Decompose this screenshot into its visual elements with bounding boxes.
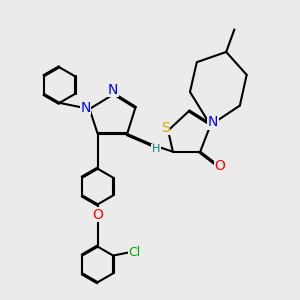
Text: N: N: [208, 115, 218, 129]
Text: N: N: [80, 100, 91, 115]
Text: H: H: [152, 144, 160, 154]
Text: Cl: Cl: [128, 246, 141, 259]
Text: N: N: [108, 82, 118, 97]
Text: O: O: [92, 208, 103, 222]
Text: S: S: [161, 121, 170, 135]
Text: O: O: [214, 159, 226, 173]
